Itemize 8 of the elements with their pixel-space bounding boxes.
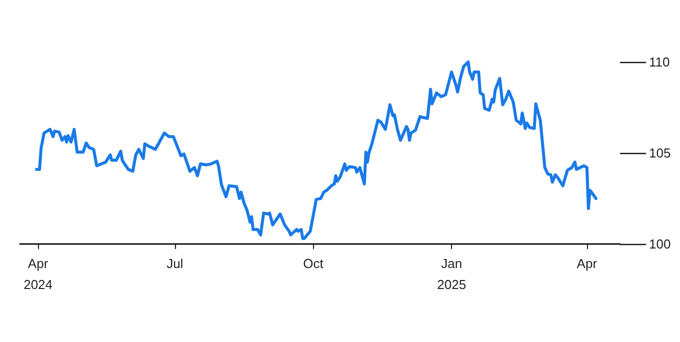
y-tick-label: 100: [649, 236, 671, 252]
x-tick-label: Apr 2024: [24, 256, 53, 292]
y-tick-label: 105: [649, 146, 671, 160]
y-tick-label: 110: [649, 54, 670, 70]
x-tick-label: Jan 2025: [437, 256, 466, 292]
x-tick-label: Jul: [166, 256, 184, 271]
x-tick-label: Oct: [303, 256, 324, 271]
x-tick-label: Apr: [576, 256, 598, 271]
